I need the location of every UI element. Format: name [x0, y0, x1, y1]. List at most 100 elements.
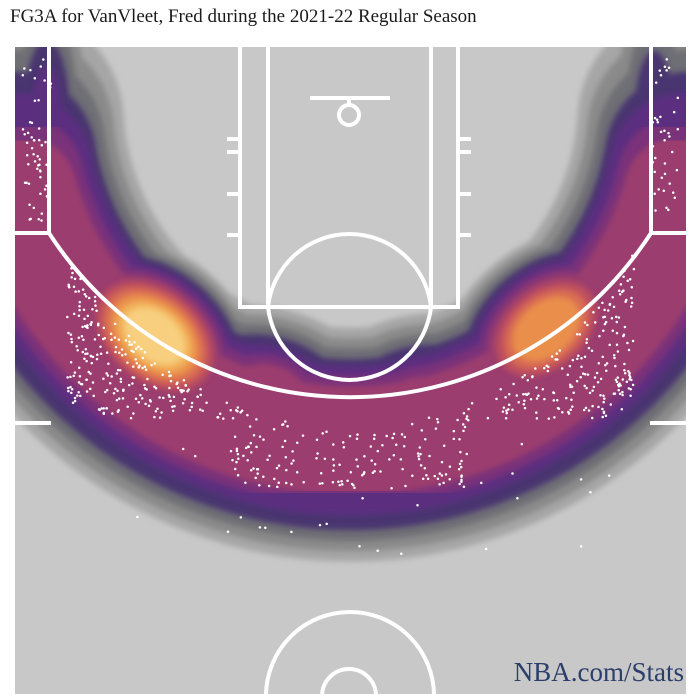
- shot-point: [81, 350, 85, 354]
- shot-point: [657, 188, 660, 191]
- shot-point: [458, 482, 461, 486]
- shot-point: [39, 170, 42, 173]
- shot-point: [621, 393, 624, 397]
- shot-point: [272, 428, 276, 431]
- shot-point: [419, 464, 423, 467]
- shot-point: [611, 295, 614, 299]
- shot-point: [448, 477, 451, 481]
- shot-point: [550, 355, 554, 358]
- shot-point: [504, 416, 508, 420]
- shot-point: [480, 481, 483, 485]
- shot-point: [81, 325, 84, 329]
- shot-point: [183, 397, 186, 401]
- shot-point: [595, 371, 599, 375]
- shot-point: [376, 549, 379, 552]
- shot-point: [332, 458, 335, 461]
- shot-point: [144, 402, 147, 406]
- shot-point: [106, 374, 110, 377]
- shot-point: [130, 343, 133, 346]
- shot-point: [72, 285, 76, 288]
- shot-point: [417, 457, 421, 461]
- shot-point: [25, 141, 29, 145]
- shot-point: [535, 417, 539, 420]
- shot-point: [169, 399, 172, 403]
- shot-point: [394, 443, 398, 447]
- shot-point: [76, 394, 79, 397]
- shot-point: [656, 121, 660, 124]
- shot-point: [615, 380, 619, 384]
- shot-point: [521, 375, 524, 379]
- shot-point: [626, 279, 629, 282]
- shot-point: [346, 479, 349, 483]
- shot-point: [99, 345, 102, 349]
- shot-point: [87, 370, 90, 374]
- shot-point: [621, 378, 625, 381]
- shot-point: [668, 135, 671, 138]
- shot-point: [173, 404, 176, 408]
- shot-point: [586, 323, 589, 327]
- shot-point: [584, 406, 588, 410]
- shot-point: [597, 405, 600, 409]
- shot-point: [67, 331, 70, 335]
- shot-point: [190, 405, 193, 409]
- shot-point: [523, 374, 526, 377]
- shot-point: [110, 375, 113, 378]
- shot-point: [70, 267, 73, 270]
- shot-point: [400, 433, 404, 436]
- shot-point: [325, 522, 328, 526]
- shot-point: [577, 354, 580, 358]
- shot-point: [581, 372, 585, 375]
- shot-point: [523, 399, 526, 402]
- shot-point: [239, 411, 242, 414]
- shot-point: [659, 73, 663, 77]
- shot-point: [32, 139, 36, 142]
- shot-point: [70, 391, 73, 395]
- shot-point: [28, 203, 31, 206]
- shot-point: [132, 412, 135, 415]
- shot-point: [37, 138, 41, 142]
- shot-point: [295, 471, 299, 474]
- shot-point: [585, 386, 588, 390]
- shot-point: [612, 353, 616, 357]
- shot-point: [668, 182, 671, 185]
- shot-point: [246, 458, 249, 462]
- shot-point: [630, 286, 634, 289]
- shot-point: [543, 397, 546, 401]
- shot-point: [290, 530, 293, 534]
- shot-point: [667, 131, 670, 135]
- shot-point: [653, 192, 656, 196]
- shot-point: [37, 127, 41, 130]
- shot-point: [402, 444, 406, 448]
- shot-point: [615, 331, 619, 335]
- shot-point: [529, 398, 533, 401]
- shot-point: [526, 378, 530, 382]
- shot-point: [44, 140, 47, 144]
- shot-point: [132, 350, 135, 354]
- shot-point: [331, 480, 335, 484]
- shot-point: [168, 386, 171, 390]
- shot-point: [201, 409, 204, 412]
- shot-point: [568, 364, 572, 368]
- shot-point: [419, 452, 422, 456]
- shot-markers: [21, 58, 680, 556]
- shot-point: [627, 348, 631, 352]
- shot-point: [102, 412, 106, 415]
- shot-point: [262, 475, 265, 479]
- shot-point: [421, 477, 425, 481]
- shot-point: [137, 345, 140, 349]
- shot-point: [144, 368, 148, 372]
- shot-point: [47, 106, 51, 109]
- shot-point: [442, 481, 445, 485]
- shot-point: [604, 320, 608, 324]
- shot-point: [105, 372, 108, 375]
- shot-point: [607, 474, 611, 477]
- shot-point: [390, 486, 393, 490]
- shot-point: [546, 369, 550, 373]
- shot-point: [93, 295, 97, 299]
- shot-point: [340, 480, 343, 483]
- shot-point: [587, 346, 591, 350]
- shot-point: [117, 408, 120, 412]
- shot-point: [628, 373, 631, 377]
- shot-point: [349, 471, 353, 474]
- shot-point: [222, 417, 225, 420]
